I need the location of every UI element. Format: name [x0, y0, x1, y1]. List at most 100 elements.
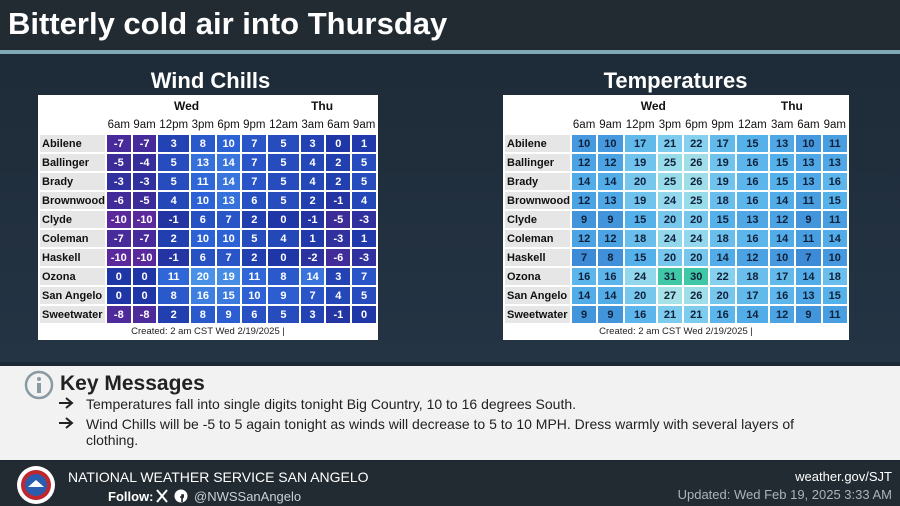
value-cell: 7: [240, 133, 269, 154]
hour-label: 12am: [266, 114, 301, 135]
value-cell: 17: [734, 285, 770, 306]
city-row: Haskell 7 8 15 20 20 14 12 10 7 10: [503, 247, 850, 268]
value-cell: 3: [298, 133, 327, 154]
value-cell: -8: [130, 304, 159, 325]
value-cell: 7: [240, 171, 269, 192]
hour-label: 6pm: [682, 114, 711, 135]
bullet: Temperatures fall into single digits ton…: [86, 396, 577, 412]
corner: [38, 95, 107, 116]
hour-label: 9pm: [708, 114, 737, 135]
hour-label: 9am: [596, 114, 625, 135]
value-cell: 19: [214, 266, 243, 287]
value-cell: -7: [130, 228, 159, 249]
value-cell: 10: [214, 228, 243, 249]
value-cell: 16: [820, 171, 850, 192]
value-cell: -4: [130, 152, 159, 173]
value-cell: 11: [156, 266, 191, 287]
value-cell: 4: [266, 228, 301, 249]
handle[interactable]: @NWSSanAngelo: [194, 489, 302, 504]
value-cell: 11: [820, 209, 850, 230]
website[interactable]: weather.gov/SJT: [795, 469, 892, 484]
value-cell: -3: [350, 209, 378, 230]
value-cell: 8: [266, 266, 301, 287]
value-cell: 11: [188, 171, 217, 192]
value-cell: 11: [820, 304, 850, 325]
value-cell: 27: [655, 285, 685, 306]
value-cell: 15: [622, 247, 658, 268]
value-cell: 25: [655, 171, 685, 192]
value-cell: 21: [655, 133, 685, 154]
value-cell: 9: [596, 209, 625, 230]
value-cell: 16: [569, 266, 599, 287]
value-cell: 9: [794, 209, 823, 230]
value-cell: 20: [188, 266, 217, 287]
value-cell: 15: [767, 171, 797, 192]
value-cell: 15: [820, 190, 850, 211]
value-cell: 0: [324, 133, 353, 154]
city-label: San Angelo: [503, 285, 572, 306]
value-cell: 0: [266, 247, 301, 268]
city-label: Brady: [38, 171, 107, 192]
hour-label: 6am: [569, 114, 599, 135]
corner: [503, 114, 572, 135]
value-cell: 11: [820, 133, 850, 154]
value-cell: 20: [622, 285, 658, 306]
value-cell: 7: [298, 285, 327, 306]
hour-label: 12pm: [156, 114, 191, 135]
day-label: Wed: [569, 95, 737, 115]
value-cell: -5: [130, 190, 159, 211]
value-cell: 16: [622, 304, 658, 325]
value-cell: 26: [682, 171, 711, 192]
value-cell: 12: [569, 228, 599, 249]
value-cell: 12: [569, 152, 599, 173]
value-cell: 2: [324, 152, 353, 173]
value-cell: -1: [324, 190, 353, 211]
value-cell: 14: [569, 171, 599, 192]
footer: NATIONAL WEATHER SERVICE SAN ANGELO Foll…: [0, 462, 900, 506]
city-row: Brownwood -6 -5 4 10 13 6 5 2 -1 4: [38, 190, 378, 211]
value-cell: -10: [104, 247, 133, 268]
value-cell: 7: [240, 152, 269, 173]
value-cell: 13: [596, 190, 625, 211]
hour-label: 9am: [130, 114, 159, 135]
value-cell: 6: [240, 304, 269, 325]
value-cell: 5: [350, 171, 378, 192]
value-cell: 15: [734, 133, 770, 154]
city-label: Clyde: [503, 209, 572, 230]
value-cell: 10: [767, 247, 797, 268]
city-row: Abilene -7 -7 3 8 10 7 5 3 0 1: [38, 133, 378, 154]
value-cell: 14: [569, 285, 599, 306]
city-row: Sweetwater -8 -8 2 8 9 6 5 3 -1 0: [38, 304, 378, 325]
value-cell: 1: [350, 228, 378, 249]
city-label: Brownwood: [503, 190, 572, 211]
value-cell: -3: [130, 171, 159, 192]
value-cell: 15: [708, 209, 737, 230]
hour-label: 6am: [324, 114, 353, 135]
value-cell: 13: [767, 133, 797, 154]
city-row: Clyde 9 9 15 20 20 15 13 12 9 11: [503, 209, 850, 230]
city-row: Brady 14 14 20 25 26 19 16 15 13 16: [503, 171, 850, 192]
city-row: San Angelo 0 0 8 16 15 10 9 7 4 5: [38, 285, 378, 306]
value-cell: 12: [767, 304, 797, 325]
city-row: Sweetwater 9 9 16 21 21 16 14 12 9 11: [503, 304, 850, 325]
value-cell: 14: [767, 190, 797, 211]
value-cell: 9: [569, 209, 599, 230]
info-icon: [24, 370, 54, 400]
value-cell: 14: [767, 228, 797, 249]
value-cell: -1: [156, 209, 191, 230]
table-title: Wind Chills: [150, 68, 271, 93]
city-label: Abilene: [38, 133, 107, 154]
value-cell: -10: [130, 247, 159, 268]
value-cell: -1: [156, 247, 191, 268]
value-cell: 2: [240, 247, 269, 268]
nws-logo: [17, 466, 55, 504]
value-cell: 13: [794, 171, 823, 192]
city-row: Abilene 10 10 17 21 22 17 15 13 10 11: [503, 133, 850, 154]
value-cell: 15: [214, 285, 243, 306]
value-cell: 5: [266, 171, 301, 192]
value-cell: -8: [104, 304, 133, 325]
value-cell: 11: [240, 266, 269, 287]
hour-label: 9am: [350, 114, 378, 135]
value-cell: 15: [622, 209, 658, 230]
